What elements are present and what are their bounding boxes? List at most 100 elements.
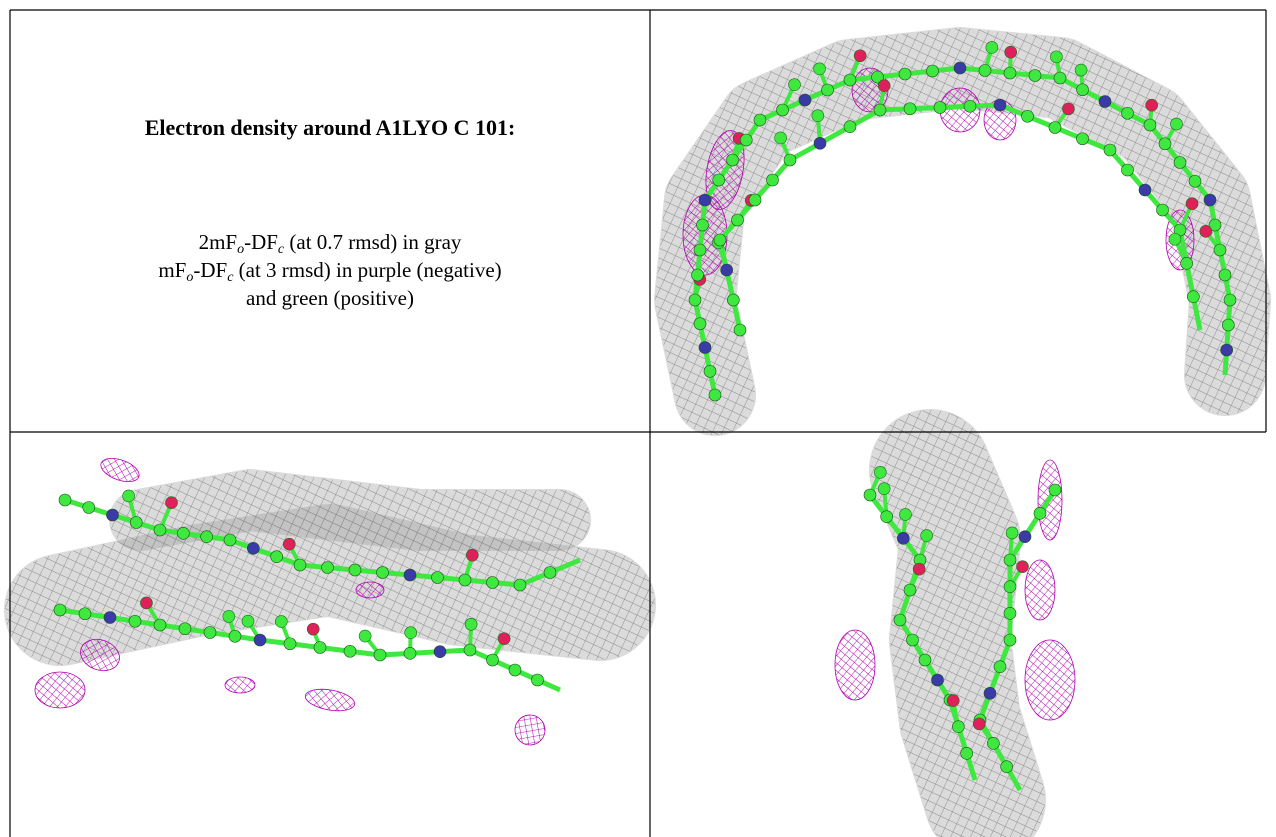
atom xyxy=(1218,268,1232,282)
atom xyxy=(1018,530,1032,543)
atom xyxy=(993,660,1007,673)
negative-density xyxy=(834,629,876,701)
atom xyxy=(403,647,417,660)
atom xyxy=(733,323,747,337)
atom xyxy=(899,508,912,521)
atom xyxy=(753,113,767,127)
atom xyxy=(1220,343,1233,357)
atom xyxy=(404,626,417,640)
atom xyxy=(843,120,857,133)
atom xyxy=(58,493,72,507)
atom xyxy=(247,542,260,555)
atom xyxy=(985,41,999,54)
atom xyxy=(920,529,933,542)
atom xyxy=(748,193,762,207)
atom xyxy=(811,109,825,123)
atom xyxy=(853,49,867,63)
negative-density xyxy=(355,581,385,599)
atom xyxy=(178,622,192,636)
atom xyxy=(821,83,834,97)
atom xyxy=(863,488,877,502)
atom xyxy=(1003,633,1017,647)
negative-density xyxy=(224,676,256,694)
atom xyxy=(1048,483,1062,497)
atom xyxy=(731,213,744,227)
atom xyxy=(53,603,67,617)
atom xyxy=(1004,45,1018,59)
atom xyxy=(726,153,739,167)
atom xyxy=(983,687,997,700)
negative-density xyxy=(1024,559,1056,621)
atom xyxy=(933,101,947,114)
atom xyxy=(1188,174,1202,188)
atom xyxy=(739,133,753,147)
atom xyxy=(223,533,237,547)
atom xyxy=(1103,143,1117,157)
atom xyxy=(293,558,307,572)
atom xyxy=(783,153,797,167)
atom xyxy=(873,103,887,117)
atom xyxy=(358,629,372,643)
atom xyxy=(691,268,704,282)
atom xyxy=(270,550,283,563)
atom xyxy=(306,622,320,636)
atom xyxy=(313,641,327,654)
atom xyxy=(993,98,1007,112)
atom xyxy=(1005,526,1019,540)
atom xyxy=(963,99,977,113)
negative-density xyxy=(304,688,356,712)
atom xyxy=(464,617,478,631)
atom xyxy=(283,637,297,651)
subscript: o xyxy=(186,270,194,285)
atom xyxy=(373,648,387,662)
atom xyxy=(1173,156,1187,169)
density-mesh xyxy=(5,505,655,665)
atom xyxy=(713,233,727,247)
atom xyxy=(1158,137,1172,151)
atom xyxy=(693,243,707,257)
legend-line: mFo-DFc (at 3 rmsd) in purple (negative) xyxy=(10,256,650,285)
atom xyxy=(903,102,917,116)
legend: 2mFo-DFc (at 0.7 rmsd) in gray mFo-DFc (a… xyxy=(10,228,650,312)
atom xyxy=(376,566,389,579)
atom xyxy=(1000,760,1013,773)
atom xyxy=(1222,318,1235,332)
atom xyxy=(222,610,236,623)
legend-text: -DF xyxy=(193,258,228,282)
negative-density xyxy=(100,457,140,483)
atom xyxy=(458,573,472,587)
atom xyxy=(103,611,117,624)
atom xyxy=(431,571,444,584)
atom xyxy=(1145,98,1158,112)
atom xyxy=(1003,66,1017,80)
legend-line: 2mFo-DFc (at 0.7 rmsd) in gray xyxy=(10,228,650,257)
atom xyxy=(508,663,522,677)
atom xyxy=(274,615,288,628)
atom xyxy=(463,643,477,657)
atom xyxy=(776,103,789,117)
atom xyxy=(1208,218,1222,232)
negative-density xyxy=(1024,639,1076,721)
atom xyxy=(871,70,884,84)
atom xyxy=(813,137,827,150)
atom xyxy=(1050,50,1063,64)
atom xyxy=(1121,163,1134,177)
atom xyxy=(1143,118,1157,132)
legend-text: 2mF xyxy=(198,230,238,254)
atom xyxy=(513,578,527,592)
atom xyxy=(1187,290,1200,303)
atom xyxy=(1156,203,1169,217)
legend-text: and green (positive) xyxy=(246,286,414,310)
atom xyxy=(877,482,891,495)
atom xyxy=(282,537,296,551)
atom xyxy=(228,629,242,643)
atom xyxy=(1199,225,1213,238)
atom xyxy=(128,614,142,628)
atom xyxy=(972,717,986,731)
atom xyxy=(122,489,135,503)
density-mesh xyxy=(870,410,1045,837)
atom xyxy=(788,78,801,91)
atom xyxy=(78,607,92,621)
atom xyxy=(1138,183,1152,197)
